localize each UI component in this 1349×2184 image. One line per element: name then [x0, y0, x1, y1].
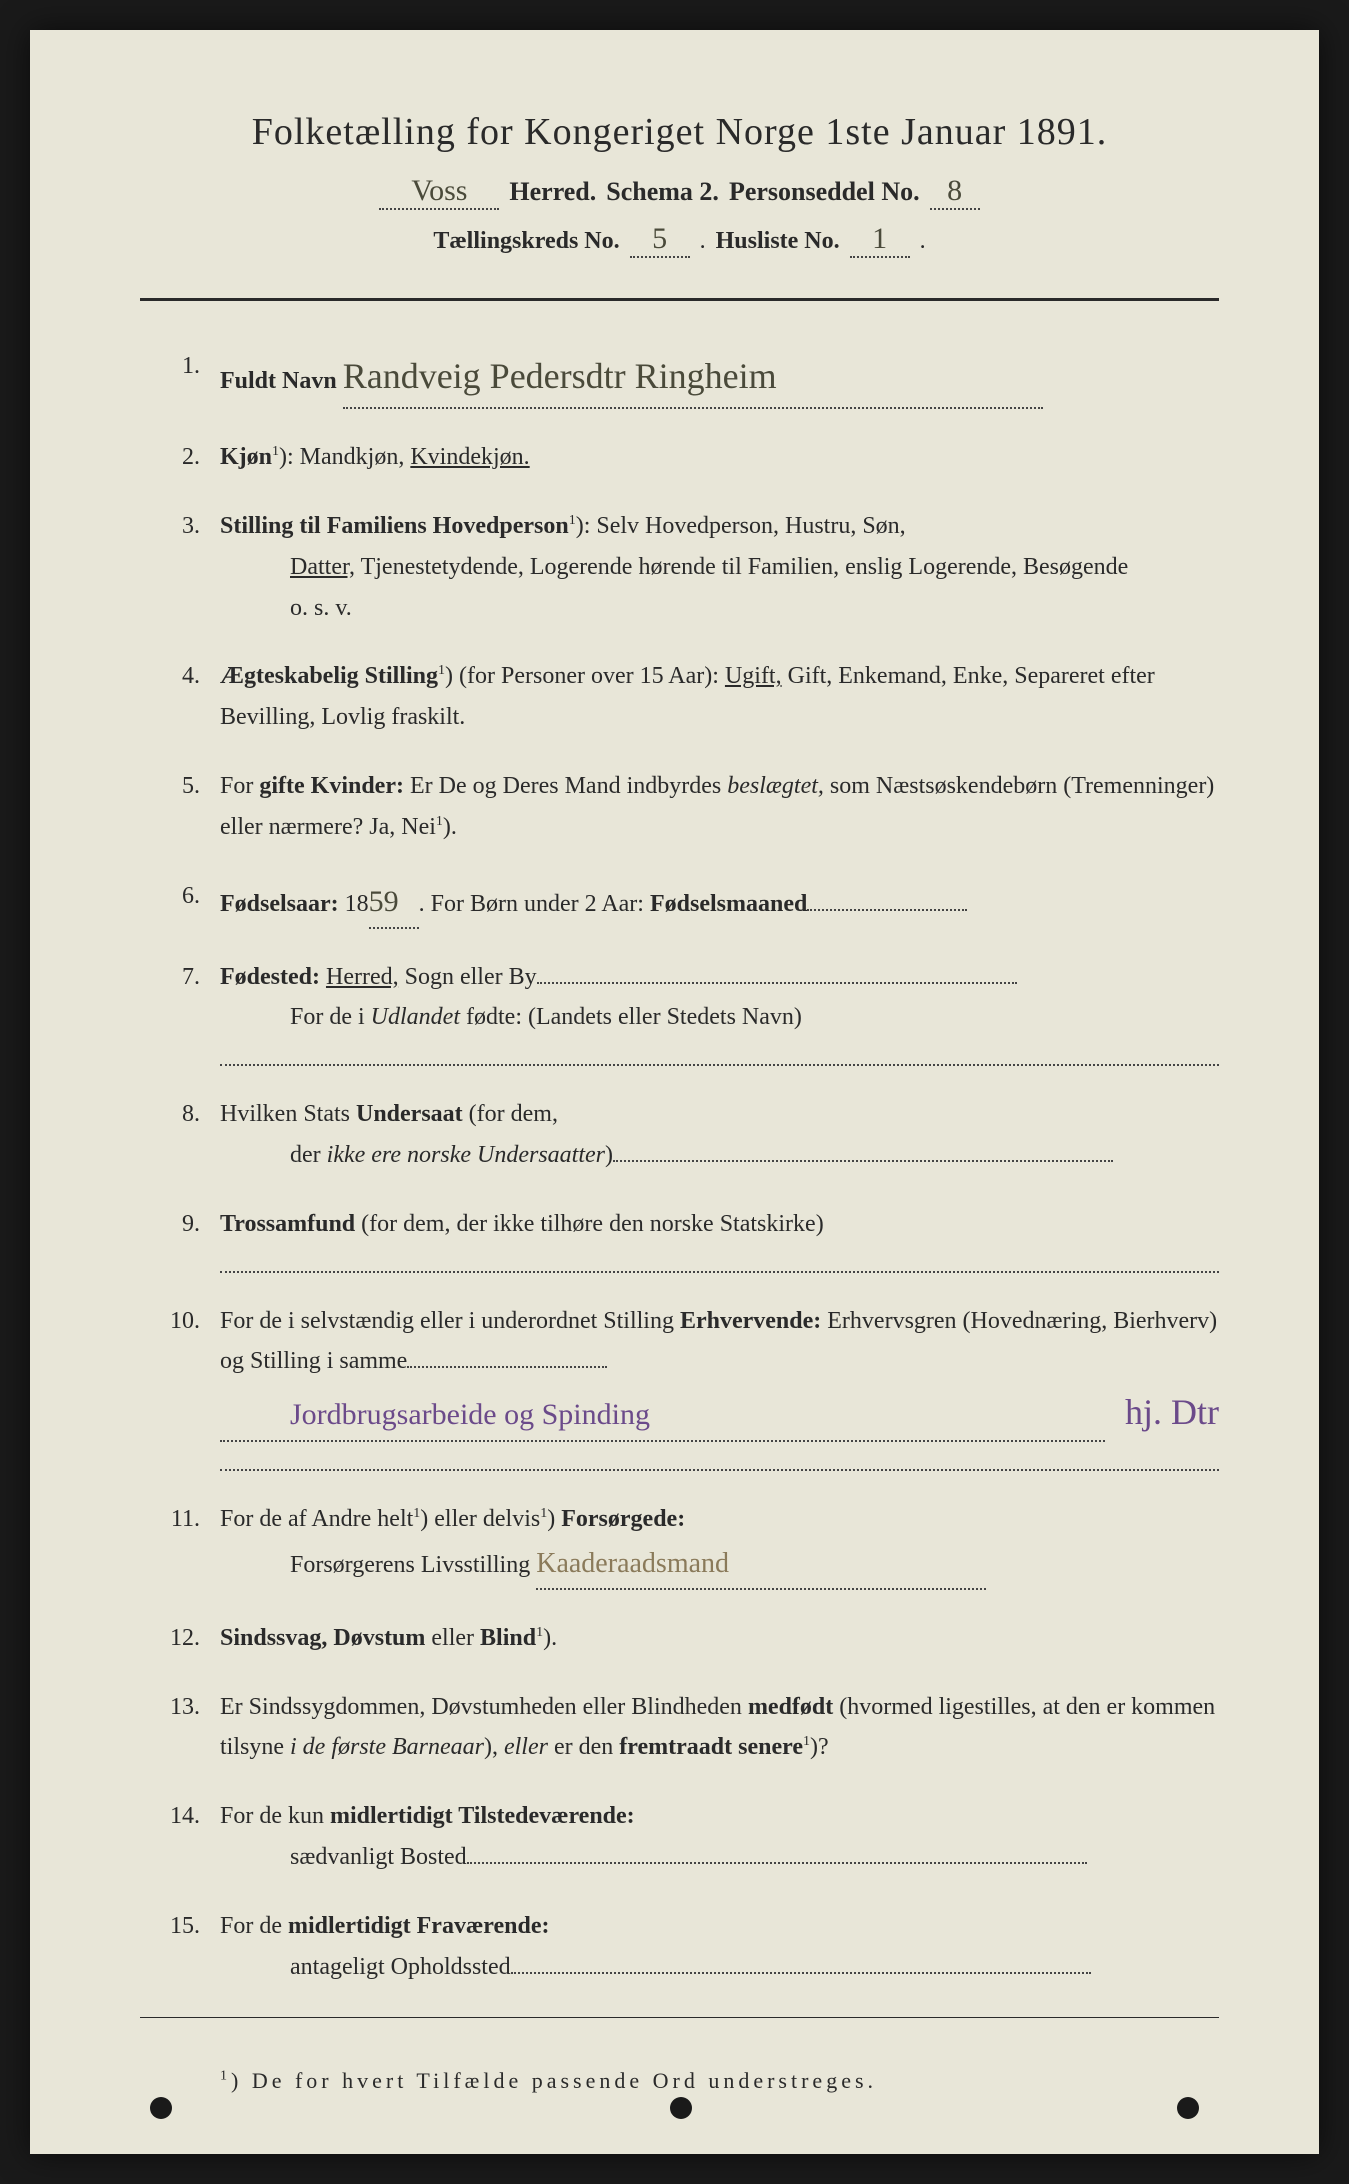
item-14: 14. For de kun midlertidigt Tilstedevære…	[170, 1796, 1219, 1878]
page-title: Folketælling for Kongeriget Norge 1ste J…	[140, 110, 1219, 154]
footnote: 1) De for hvert Tilfælde passende Ord un…	[140, 2068, 1219, 2094]
form-list: 1. Fuldt Navn Randveig Pedersdtr Ringhei…	[140, 346, 1219, 1987]
herred-value: Voss	[379, 174, 499, 210]
sex-selected: Kvindekjøn.	[410, 444, 529, 470]
item-15: 15. For de midlertidigt Fraværende: anta…	[170, 1906, 1219, 1988]
relation-selected: Datter,	[290, 554, 355, 580]
item-2: 2. Kjøn1): Mandkjøn, Kvindekjøn.	[170, 437, 1219, 478]
item-8: 8. Hvilken Stats Undersaat (for dem, der…	[170, 1094, 1219, 1176]
herred-label: Herred.	[509, 177, 596, 207]
punch-hole	[150, 2097, 172, 2119]
occupation-value: Jordbrugsarbeide og Spinding	[220, 1389, 1105, 1442]
kreds-no: 5	[630, 222, 690, 258]
item-13: 13. Er Sindssygdommen, Døvstumheden elle…	[170, 1687, 1219, 1769]
occupation-note: hj. Dtr	[1105, 1382, 1219, 1443]
item-3: 3. Stilling til Familiens Hovedperson1):…	[170, 506, 1219, 628]
punch-hole	[670, 2097, 692, 2119]
full-name-value: Randveig Pedersdtr Ringheim	[343, 346, 1043, 409]
husliste-label: Husliste No.	[716, 228, 840, 255]
marital-selected: Ugift,	[725, 663, 782, 689]
person-label: Personseddel No.	[729, 177, 920, 207]
item-12: 12. Sindssvag, Døvstum eller Blind1).	[170, 1618, 1219, 1659]
item-7: 7. Fødested: Herred, Sogn eller By For d…	[170, 957, 1219, 1067]
item-1: 1. Fuldt Navn Randveig Pedersdtr Ringhei…	[170, 346, 1219, 409]
census-form-page: Folketælling for Kongeriget Norge 1ste J…	[30, 30, 1319, 2154]
birth-year: 59	[369, 876, 419, 929]
husliste-no: 1	[850, 222, 910, 258]
birthplace-selected: Herred,	[326, 964, 399, 990]
item-9: 9. Trossamfund (for dem, der ikke tilhør…	[170, 1204, 1219, 1273]
kreds-label: Tællingskreds No.	[433, 228, 619, 255]
item-10: 10. For de i selvstændig eller i underor…	[170, 1301, 1219, 1472]
item-6: 6. Fødselsaar: 1859. For Børn under 2 Aa…	[170, 876, 1219, 929]
person-no: 8	[930, 174, 980, 210]
item-4: 4. Ægteskabelig Stilling1) (for Personer…	[170, 656, 1219, 738]
divider-footer	[140, 2017, 1219, 2018]
item-11: 11. For de af Andre helt1) eller delvis1…	[170, 1499, 1219, 1589]
provider-value: Kaaderaadsmand	[536, 1540, 986, 1590]
header-row-1: Voss Herred. Schema 2. Personseddel No. …	[140, 174, 1219, 210]
punch-hole	[1177, 2097, 1199, 2119]
header-row-2: Tællingskreds No. 5 . Husliste No. 1 .	[140, 222, 1219, 258]
divider	[140, 298, 1219, 301]
item-5: 5. For gifte Kvinder: Er De og Deres Man…	[170, 766, 1219, 848]
schema-label: Schema 2.	[606, 177, 719, 207]
